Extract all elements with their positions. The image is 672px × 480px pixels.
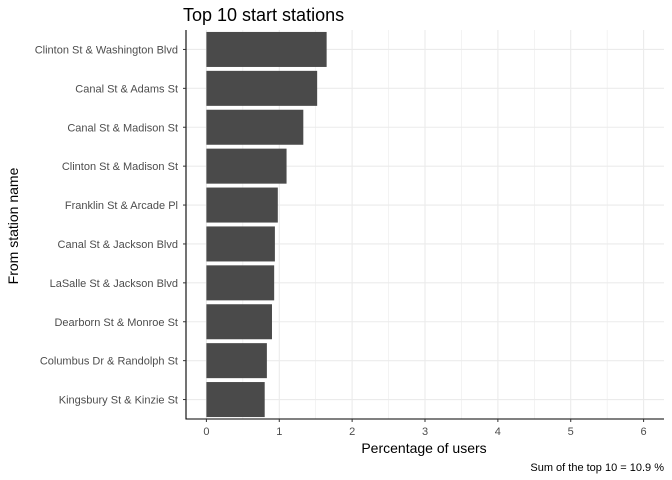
bar [206, 226, 275, 262]
y-tick-label: Canal St & Madison St [67, 122, 178, 134]
y-tick-label: Kingsbury St & Kinzie St [59, 395, 178, 407]
y-tick-label: Dearborn St & Monroe St [54, 317, 178, 329]
x-tick-label: 5 [568, 426, 574, 438]
bar [206, 304, 272, 340]
y-tick-label: Clinton St & Washington Blvd [35, 44, 178, 56]
y-tick-label: Clinton St & Madison St [62, 161, 178, 173]
bar [206, 148, 287, 184]
y-tick-labels: Clinton St & Washington Blvd Canal St & A… [35, 44, 178, 406]
bar [206, 109, 304, 145]
x-tick-labels: 0 1 2 3 4 5 6 [203, 426, 646, 438]
y-tick-label: Canal St & Adams St [75, 83, 178, 95]
axes [183, 30, 664, 422]
x-tick-label: 1 [276, 426, 282, 438]
bar [206, 265, 275, 301]
x-tick-label: 3 [422, 426, 428, 438]
chart-title: Top 10 start stations [183, 5, 344, 25]
bar [206, 31, 327, 67]
chart-caption: Sum of the top 10 = 10.9 % [530, 462, 664, 474]
bar [206, 187, 278, 223]
x-axis-label: Percentage of users [361, 440, 486, 456]
y-axis-label: From station name [5, 167, 21, 284]
bars [206, 31, 327, 418]
y-tick-label: Canal St & Jackson Blvd [58, 239, 178, 251]
x-tick-label: 2 [349, 426, 355, 438]
x-tick-label: 0 [203, 426, 209, 438]
y-tick-label: Columbus Dr & Randolph St [40, 356, 178, 368]
bar [206, 70, 318, 106]
y-tick-label: Franklin St & Arcade Pl [65, 200, 178, 212]
bar [206, 343, 267, 379]
x-tick-label: 4 [495, 426, 501, 438]
bar [206, 382, 265, 418]
y-tick-label: LaSalle St & Jackson Blvd [50, 278, 178, 290]
x-tick-label: 6 [641, 426, 647, 438]
grid-lines [186, 30, 664, 419]
